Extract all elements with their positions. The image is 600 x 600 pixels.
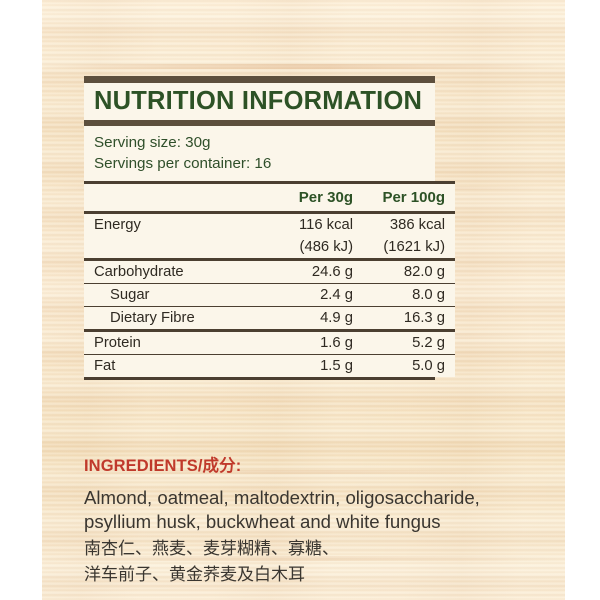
nutrient-per-100g: 16.3 g — [353, 305, 455, 331]
nutrient-per-serving: 2.4 g — [246, 282, 353, 307]
ingredients-section: INGREDIENTS/成分: Almond, oatmeal, maltode… — [84, 452, 554, 587]
nutrient-label: Dietary Fibre — [84, 305, 246, 331]
table-row: Sugar 2.4 g 8.0 g — [84, 282, 455, 307]
ingredients-chinese-line-1: 南杏仁、燕麦、麦芽糊精、寡糖、 — [84, 539, 339, 559]
ingredients-english-line-2: psyllium husk, buckwheat and white fungu… — [84, 511, 441, 533]
nutrient-per-serving: 116 kcal — [246, 210, 353, 236]
panel-title-area: NUTRITION INFORMATION — [84, 83, 435, 120]
nutrient-label: Energy — [84, 210, 246, 236]
nutrient-label — [84, 236, 246, 260]
serving-size-text: Serving size: 30g — [94, 133, 211, 151]
panel-title-underbar — [84, 119, 435, 126]
nutrition-table: Per 30g Per 100g Energy 116 kcal 386 kca… — [84, 180, 455, 377]
table-header-row: Per 30g Per 100g — [84, 180, 455, 213]
table-bottom-rule — [84, 376, 435, 380]
nutrient-label: Sugar — [84, 282, 246, 307]
page-title: NUTRITION INFORMATION — [94, 87, 423, 115]
panel-top-bar — [84, 76, 435, 83]
nutrient-label: Fat — [84, 353, 246, 377]
table-row: Carbohydrate 24.6 g 82.0 g — [84, 257, 455, 284]
nutrient-per-100g: 8.0 g — [353, 282, 455, 307]
ingredients-chinese-line-2: 洋车前子、黄金荞麦及白木耳 — [84, 565, 305, 585]
servings-per-container-text: Servings per container: 16 — [94, 155, 272, 173]
column-header-per-100g: Per 100g — [353, 180, 455, 213]
table-row: (486 kJ) (1621 kJ) — [84, 236, 455, 260]
serving-info: Serving size: 30g Servings per container… — [84, 125, 435, 181]
nutrient-per-100g: 5.0 g — [353, 353, 455, 377]
nutrient-per-serving: 1.5 g — [246, 353, 353, 377]
column-header-label — [84, 180, 246, 213]
nutrient-label: Protein — [84, 328, 246, 355]
nutrient-per-100g: 386 kcal — [353, 210, 455, 236]
table-row: Protein 1.6 g 5.2 g — [84, 328, 455, 355]
nutrient-per-100g: 5.2 g — [353, 328, 455, 355]
nutrient-per-100g: 82.0 g — [353, 257, 455, 284]
table-row: Fat 1.5 g 5.0 g — [84, 353, 455, 377]
ingredients-heading: INGREDIENTS/成分: — [84, 457, 242, 475]
nutrient-per-serving: 1.6 g — [246, 328, 353, 355]
nutrient-per-serving: 4.9 g — [246, 305, 353, 331]
ingredients-english-line-1: Almond, oatmeal, maltodextrin, oligosacc… — [84, 487, 480, 508]
column-header-per-serving: Per 30g — [246, 180, 353, 213]
nutrient-per-100g: (1621 kJ) — [383, 238, 445, 255]
nutrient-label: Carbohydrate — [84, 257, 246, 284]
nutrition-panel: NUTRITION INFORMATION Serving size: 30g … — [84, 76, 455, 380]
nutrient-per-serving: 24.6 g — [246, 257, 353, 284]
table-row: Energy 116 kcal 386 kcal — [84, 210, 455, 236]
table-row: Dietary Fibre 4.9 g 16.3 g — [84, 305, 455, 331]
nutrient-per-serving: (486 kJ) — [299, 238, 353, 255]
